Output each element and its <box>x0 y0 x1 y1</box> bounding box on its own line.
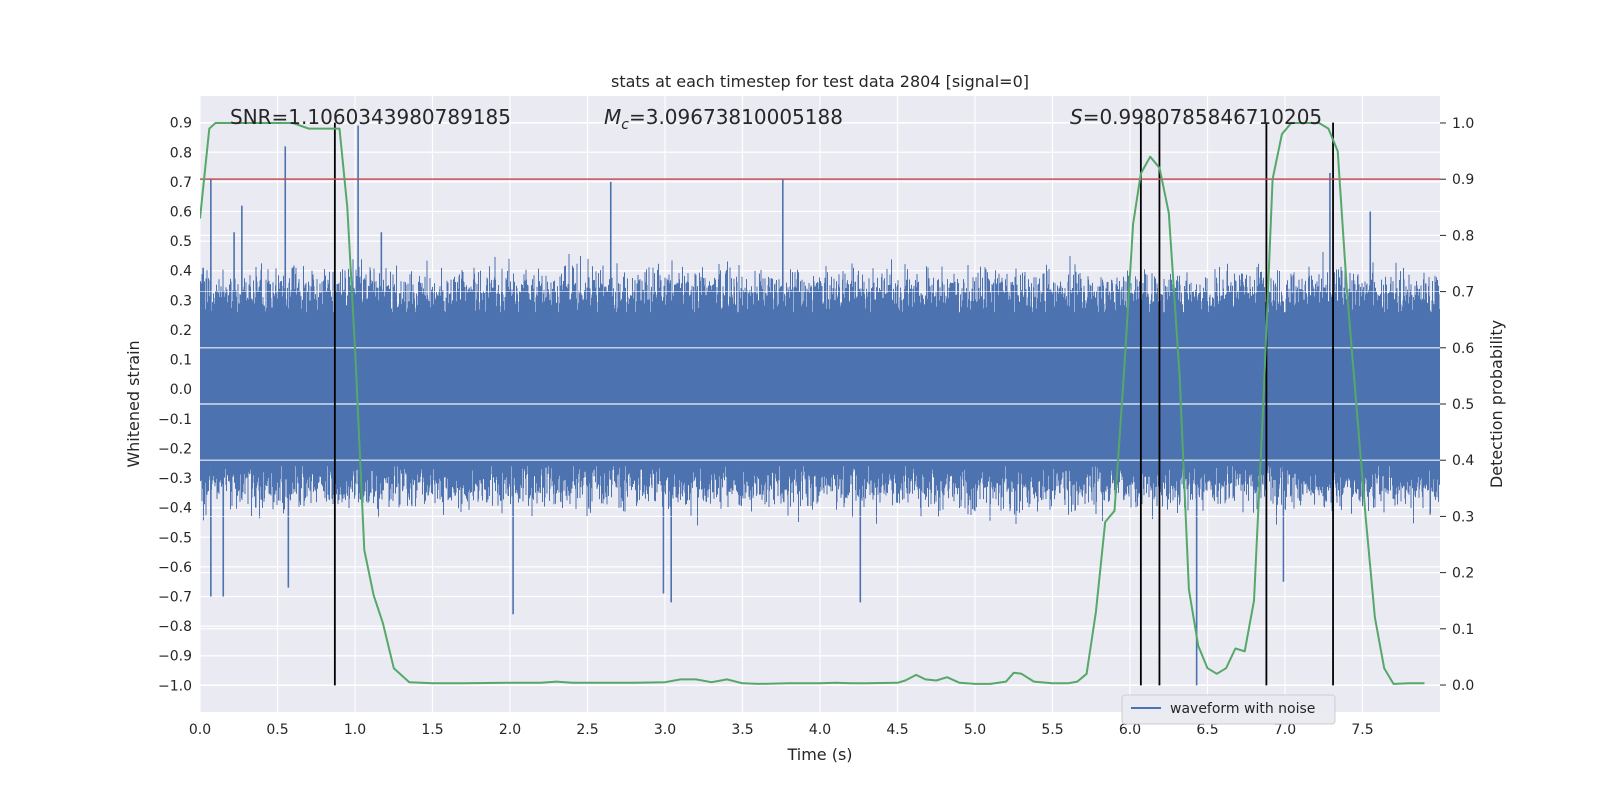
x-tick-label: 5.5 <box>1041 722 1063 738</box>
chirp-mass-symbol: M <box>604 105 621 129</box>
x-tick-label: 6.5 <box>1196 722 1218 738</box>
y2-tick-label: 0.2 <box>1452 566 1474 582</box>
y2-tick-label: 0.6 <box>1452 341 1474 357</box>
y-tick-label: −0.9 <box>158 649 192 665</box>
snr-annotation: SNR=1.1060343980789185 <box>230 105 511 129</box>
y2-tick-label: 0.3 <box>1452 509 1474 525</box>
x-tick-label: 2.0 <box>499 722 521 738</box>
score-symbol: S <box>1070 105 1083 129</box>
x-tick-label: 7.0 <box>1274 722 1296 738</box>
chart-title: stats at each timestep for test data 280… <box>611 72 1029 91</box>
y-tick-label: 0.0 <box>170 382 192 398</box>
y-tick-label: −1.0 <box>158 678 192 694</box>
x-tick-label: 5.0 <box>964 722 986 738</box>
y-tick-label: 0.6 <box>170 205 192 221</box>
y2-tick-label: 0.4 <box>1452 453 1474 469</box>
x-tick-label: 2.5 <box>576 722 598 738</box>
x-tick-label: 7.5 <box>1351 722 1373 738</box>
x-tick-label: 1.0 <box>344 722 366 738</box>
y-tick-label: −0.6 <box>158 560 192 576</box>
y-tick-label: 0.5 <box>170 234 192 250</box>
y-tick-label: −0.1 <box>158 412 192 428</box>
x-axis-title: Time (s) <box>786 745 852 764</box>
y-tick-label: −0.7 <box>158 590 192 606</box>
x-tick-label: 4.0 <box>809 722 831 738</box>
waveform-core <box>200 312 1440 467</box>
y-tick-label: −0.3 <box>158 471 192 487</box>
y2-tick-label: 0.8 <box>1452 228 1474 244</box>
x-tick-label: 4.5 <box>886 722 908 738</box>
y-tick-label: 0.1 <box>170 353 192 369</box>
score-value: =0.9980785846710205 <box>1083 105 1322 129</box>
legend-label: waveform with noise <box>1170 701 1315 717</box>
legend: waveform with noise <box>1121 694 1336 725</box>
y2-tick-label: 0.7 <box>1452 285 1474 301</box>
y2-tick-label: 0.1 <box>1452 622 1474 638</box>
y-tick-label: 0.4 <box>170 264 192 280</box>
score-annotation: S=0.9980785846710205 <box>1070 105 1322 129</box>
chirp-mass-subscript: c <box>621 117 629 133</box>
y2-tick-labels: 1.0 0.9 0.8 0.7 0.6 0.5 0.4 0.3 0.2 0.1 0.0 <box>1440 116 1474 694</box>
y2-tick-label: 0.0 <box>1452 678 1474 694</box>
y-tick-label: 0.8 <box>170 145 192 161</box>
chirp-mass-annotation: Mc=3.09673810005188 <box>604 105 843 133</box>
y2-axis-title: Detection probability <box>1487 320 1506 488</box>
vertical-lines <box>333 122 1334 686</box>
y-tick-label: −0.5 <box>158 530 192 546</box>
probability-line <box>200 122 1425 685</box>
y-axis-title: Whitened strain <box>124 340 143 467</box>
y2-tick-label: 0.5 <box>1452 397 1474 413</box>
plot-area <box>200 122 1440 686</box>
y-tick-label: 0.7 <box>170 175 192 191</box>
legend-box <box>1121 694 1336 725</box>
y-tick-label: −0.4 <box>158 501 192 517</box>
chirp-mass-value: =3.09673810005188 <box>629 105 843 129</box>
x-tick-label: 0.5 <box>266 722 288 738</box>
y-tick-label: 0.2 <box>170 323 192 339</box>
x-tick-label: 1.5 <box>421 722 443 738</box>
x-tick-label: 0.0 <box>189 722 211 738</box>
y-tick-labels: 0.9 0.8 0.7 0.6 0.5 0.4 0.3 0.2 0.1 0.0 −0.1 −0.2 −0… <box>158 116 192 695</box>
x-tick-label: 3.5 <box>731 722 753 738</box>
y2-tick-label: 1.0 <box>1452 116 1474 132</box>
x-tick-label: 6.0 <box>1119 722 1141 738</box>
y-tick-label: −0.2 <box>158 441 192 457</box>
y-tick-label: 0.9 <box>170 116 192 132</box>
y-tick-label: 0.3 <box>170 293 192 309</box>
y-tick-label: −0.8 <box>158 619 192 635</box>
y2-tick-label: 0.9 <box>1452 172 1474 188</box>
probability-layer <box>200 122 1425 685</box>
x-tick-labels: 0.0 0.5 1.0 1.5 2.0 2.5 3.0 3.5 4.0 4.5 5.0 5.5 6.0 6… <box>189 722 1374 738</box>
x-tick-label: 3.0 <box>654 722 676 738</box>
